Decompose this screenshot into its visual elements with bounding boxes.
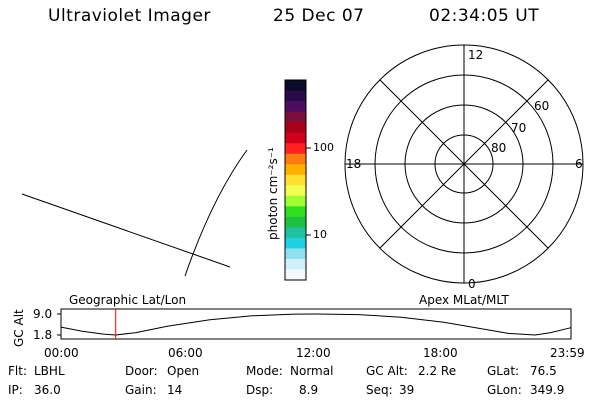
status-seq: Seq: 39 [366,383,414,397]
status-dsp: Dsp: 8.9 [246,383,318,397]
status-glon-value: 349.9 [530,383,565,397]
colorbar-segment [285,122,306,134]
status-seq-value: 39 [399,383,415,397]
colorbar-segment [285,101,306,113]
map-line-diagonal [21,193,231,268]
timeline-plot [60,308,572,340]
status-door-value: Open [167,364,200,378]
colorbar-segment [285,237,306,250]
colorbar-segment [285,185,306,197]
timeline-ytick-label-9: 9.0 [33,307,52,321]
colorbar-tick-label-10: 10 [313,228,327,241]
polar-diagonal-2 [379,79,549,249]
colorbar-segment [285,216,306,228]
status-gain-value: 14 [167,383,183,397]
polar-label-lat-60: 60 [534,99,549,113]
time-label: 02:34:05 UT [429,6,540,26]
colorbar-segment [285,227,306,239]
colorbar-unit-label: photon cm⁻²s⁻¹ [266,147,280,240]
timeline-xtick-1200: 12:00 [296,346,331,360]
colorbar-segment [285,195,306,207]
status-glat-value: 76.5 [530,364,557,378]
colorbar-segment [285,90,306,102]
timeline-frame [60,308,572,340]
colorbar-segment [285,80,306,92]
date-label: 25 Dec 07 [273,6,365,26]
status-seq-key: Seq: [366,383,393,397]
instrument-title: Ultraviolet Imager [48,6,211,26]
status-gcalt: GC Alt: 2.2 Re [366,364,456,378]
image-map-panel [21,149,248,277]
status-glon-key: GLon: [487,383,522,397]
colorbar-segment [285,143,306,155]
status-door-key: Door: [125,364,158,378]
colorbar-segment [285,269,306,281]
status-dsp-key: Dsp: [246,383,274,397]
polar-label-lat-80: 80 [491,141,506,155]
timeline-xtick-2359: 23:59 [550,346,585,360]
colorbar-segment [285,174,306,186]
status-flt-value: LBHL [34,364,65,378]
status-mode-value: Normal [290,364,334,378]
status-mode-key: Mode: [246,364,283,378]
status-gain-key: Gain: [125,383,157,397]
colorbar-segment [285,153,306,165]
timeline-xtick-0600: 06:00 [168,346,203,360]
status-flt-key: Flt: [8,364,27,378]
status-gain: Gain: 14 [125,383,182,397]
map-line-curve [184,149,248,277]
status-gcalt-key: GC Alt: [366,364,408,378]
polar-label-mlt-6: 6 [575,157,583,171]
colorbar [285,80,306,281]
status-ip-value: 36.0 [34,383,61,397]
polar-label-mlt-0: 0 [468,277,476,291]
polar-label-mlt-12: 12 [468,48,483,62]
gc-alt-line [60,313,572,336]
timeline-ylabel: GC Alt [12,309,26,347]
status-flt: Flt: LBHL [8,364,65,378]
status-glat: GLat: 76.5 [487,364,557,378]
polar-label-lat-70: 70 [511,121,526,135]
timeline-xtick-0000: 00:00 [44,346,79,360]
colorbar-tick-label-100: 100 [313,141,334,154]
colorbar-frame [284,79,307,281]
polar-grid [344,44,584,284]
status-dsp-value: 8.9 [299,383,319,397]
timeline-geographic-label: Geographic Lat/Lon [69,293,186,307]
status-mode: Mode: Normal [246,364,333,378]
status-glat-key: GLat: [487,364,520,378]
colorbar-segment [285,248,306,260]
colorbar-segment [285,164,306,176]
timeline-apex-label: Apex MLat/MLT [419,293,509,307]
colorbar-segment [285,111,306,123]
status-gcalt-value: 2.2 Re [418,364,457,378]
timeline-xtick-1800: 18:00 [423,346,458,360]
colorbar-segment [285,132,306,144]
status-ip-key: IP: [8,383,23,397]
status-ip: IP: 36.0 [8,383,61,397]
timeline-ytick-label-1.8: 1.8 [33,328,52,342]
colorbar-segment [285,206,306,218]
colorbar-segment [285,258,306,271]
status-glon: GLon: 349.9 [487,383,564,397]
polar-label-mlt-18: 18 [346,157,361,171]
status-door: Door: Open [125,364,199,378]
